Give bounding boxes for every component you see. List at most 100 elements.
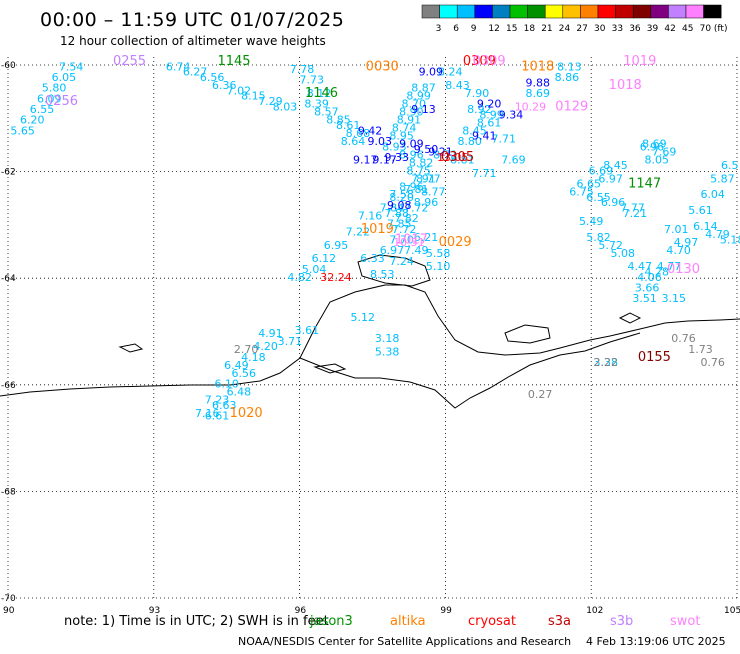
wave-height-label: 6.61: [205, 409, 230, 422]
wave-height-label: 0.76: [671, 332, 696, 345]
wave-height-label: 10.51: [393, 236, 425, 249]
scale-label: 27: [576, 24, 587, 34]
wave-height-label: 4.97: [674, 236, 699, 249]
scale-label: 39: [647, 24, 659, 34]
wave-height-label: 7.16: [195, 407, 220, 420]
pass-time-label: 1017: [395, 233, 428, 248]
wave-height-label: 9.03: [368, 135, 393, 148]
wave-height-label: 8.82: [409, 156, 434, 169]
scale-swatch: [650, 4, 669, 19]
scale-label: 18: [524, 24, 536, 34]
credit-line: NOAA/NESDIS Center for Satellite Applica…: [238, 635, 571, 648]
wave-height-label: 7.49: [404, 244, 429, 257]
wave-height-label: 8.53: [370, 268, 395, 281]
wave-height-label: 8.74: [392, 122, 417, 135]
scale-label: 70 (ft): [700, 24, 728, 34]
wave-height-label: 6.96: [601, 196, 626, 209]
legend-altika: altika: [390, 614, 426, 629]
scale-swatch: [703, 4, 722, 19]
wave-height-label: 6.12: [312, 252, 337, 265]
generated-timestamp: 4 Feb 13:19:06 UTC 2025: [586, 635, 726, 648]
wave-height-label: 6.21: [414, 231, 439, 244]
pass-time-label: 1020: [230, 406, 263, 421]
scale-swatch: [597, 4, 616, 19]
wave-height-label: 9.42: [358, 124, 383, 137]
wave-height-label: 6.69: [589, 164, 614, 177]
wave-height-label: 4.70: [666, 244, 691, 257]
wave-height-label: 8.77: [416, 172, 441, 185]
wave-height-label: 5.82: [586, 231, 611, 244]
wave-height-label: 4.79: [705, 228, 730, 241]
wave-height-label: 9.20: [477, 98, 502, 111]
wave-height-label: 8.69: [642, 138, 667, 151]
wave-height-label: 6.5: [721, 159, 739, 172]
scale-swatch: [615, 4, 634, 19]
scale-swatch: [456, 4, 476, 19]
wave-height-label: 8.12: [307, 87, 332, 100]
wave-height-label: 5.87: [710, 172, 735, 185]
wave-height-label: 9.34: [499, 108, 524, 121]
wave-height-label: 8.93: [382, 140, 407, 153]
wave-height-label: 6.27: [183, 66, 208, 79]
wave-height-label: 7.81: [404, 183, 429, 196]
scale-label: 21: [541, 24, 552, 34]
wave-height-label: 8.45: [462, 124, 487, 137]
legend-jason3: jason3: [309, 614, 353, 629]
wave-height-label: 3.38: [594, 356, 619, 369]
pass-time-label: 0256: [45, 94, 78, 109]
wave-height-label: 6.33: [360, 252, 385, 265]
lon-label: 96: [295, 606, 307, 616]
wave-height-label: 6.95: [324, 239, 349, 252]
wave-height-label: 6.10: [214, 377, 239, 390]
pass-time-label: 0130: [667, 262, 700, 277]
wave-height-label: 8.99: [479, 108, 504, 121]
pass-time-label: 1145: [217, 54, 250, 69]
lat-label: -62: [1, 168, 16, 178]
wave-height-label: 0.27: [528, 388, 553, 401]
wave-height-label: 4.28: [645, 266, 670, 279]
map-subtitle: 12 hour collection of altimeter wave hei…: [60, 34, 326, 48]
wave-height-label: 3.66: [635, 282, 660, 295]
wave-height-label: 4.20: [253, 340, 278, 353]
wave-height-label: 6.63: [212, 399, 237, 412]
wave-height-label: 7.71: [491, 132, 516, 145]
wave-height-label: 5.10: [426, 260, 451, 273]
wave-height-label: 5.18: [720, 234, 740, 247]
wave-height-label: 6.97: [598, 172, 623, 185]
wave-height-label: 5.08: [611, 247, 636, 260]
wave-height-label: 6.05: [52, 71, 77, 84]
wave-height-label: 8.90: [399, 106, 424, 119]
wave-height-label: 8.61: [477, 116, 502, 129]
legend-cryosat: cryosat: [468, 614, 516, 629]
pass-time-label: 1018: [609, 78, 642, 93]
scale-label: 24: [559, 24, 571, 34]
wave-height-label: 8.69: [525, 87, 550, 100]
wave-height-label: 7.29: [258, 95, 283, 108]
wave-height-label: 8.24: [438, 66, 463, 79]
color-scale: 3 6 9 12 15 18 21 24 27 30 33 36 39 42 45 70 (ft): [421, 4, 728, 34]
wave-height-label: 8.96: [414, 196, 439, 209]
wave-height-label: 3.61: [295, 324, 320, 337]
scale-label: 36: [629, 24, 641, 34]
wave-height-observations: 7.546.055.806.096.556.205.656.746.276.56…: [10, 60, 740, 422]
wave-height-label: 5.58: [426, 247, 451, 260]
wave-height-label: 8.64: [341, 135, 366, 148]
wave-height-label: 7.21: [623, 207, 648, 220]
island-3: [118, 343, 144, 353]
scale-label: 3: [436, 24, 442, 34]
wave-height-label: 8.96: [399, 180, 424, 193]
wave-height-label: 8.91: [397, 114, 422, 127]
lat-label: -60: [1, 61, 16, 71]
wave-height-label: 9.88: [525, 76, 550, 89]
wave-height-label: 8.68: [346, 127, 371, 140]
pass-time-label: 1019: [361, 222, 394, 237]
wave-height-label: 7.58: [389, 188, 414, 201]
wave-height-label: 7.78: [290, 63, 315, 76]
wave-height-label: 9.17: [353, 154, 378, 167]
scale-label: 42: [664, 24, 675, 34]
wave-height-label: 7.23: [205, 393, 230, 406]
wave-height-label: 8.92: [467, 103, 492, 116]
wave-height-label: 7.73: [300, 74, 325, 87]
wave-height-label: 8.80: [457, 135, 482, 148]
wave-height-label: 8.96: [399, 148, 424, 161]
